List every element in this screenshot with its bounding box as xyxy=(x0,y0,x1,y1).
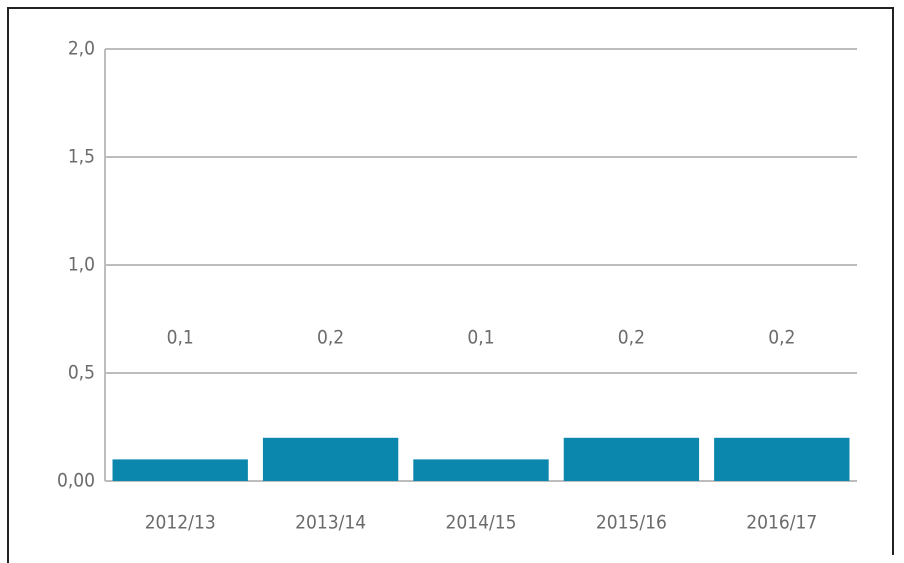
data-label: 0,2 xyxy=(768,327,795,349)
data-label: 0,2 xyxy=(618,327,645,349)
x-tick-label: 2012/13 xyxy=(145,512,216,534)
y-tick-label: 0,5 xyxy=(68,362,95,384)
bar xyxy=(413,459,549,481)
data-label: 0,1 xyxy=(167,327,194,349)
frame xyxy=(7,7,894,563)
y-tick-label: 1,0 xyxy=(68,254,95,276)
bar xyxy=(262,437,399,481)
data-label: 0,2 xyxy=(317,327,344,349)
bar xyxy=(112,459,248,481)
bar xyxy=(563,437,700,481)
y-tick-label: 0,00 xyxy=(57,470,95,492)
x-tick-label: 2015/16 xyxy=(596,512,667,534)
x-tick-label: 2014/15 xyxy=(446,512,517,534)
x-tick-label: 2016/17 xyxy=(746,512,817,534)
data-label: 0,1 xyxy=(467,327,494,349)
y-tick-label: 1,5 xyxy=(68,146,95,168)
x-tick-label: 2013/14 xyxy=(295,512,366,534)
y-tick-label: 2,0 xyxy=(68,38,95,60)
bar xyxy=(714,437,850,481)
